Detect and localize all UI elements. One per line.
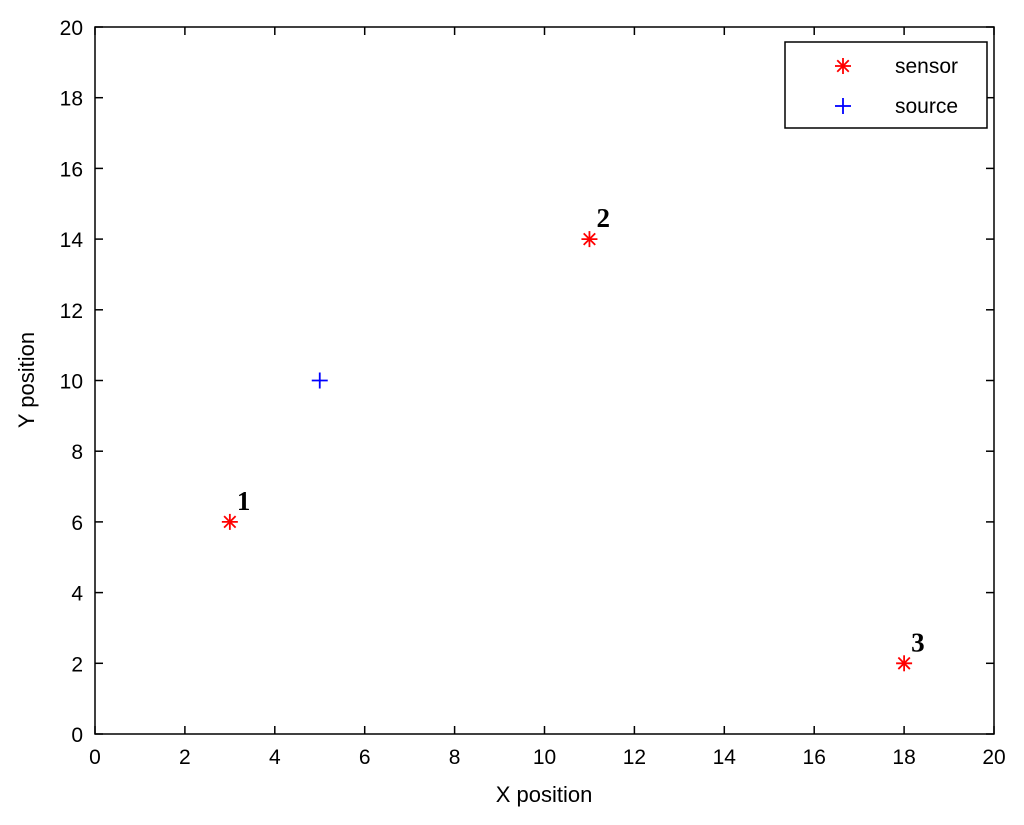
x-tick-label: 14 <box>713 746 737 769</box>
y-tick-10: 20 <box>60 17 994 40</box>
y-tick-label: 0 <box>71 724 83 747</box>
legend: sensor source <box>784 41 988 129</box>
legend-marker-source <box>835 98 851 114</box>
legend-marker-sensor <box>835 58 851 74</box>
y-tick-label: 8 <box>71 441 83 464</box>
source-point-1 <box>311 372 328 389</box>
x-tick-label: 12 <box>623 746 646 769</box>
y-tick-label: 4 <box>71 583 83 606</box>
legend-entry-source: source <box>835 95 958 118</box>
y-tick-4: 8 <box>71 441 994 464</box>
x-tick-3: 6 <box>359 27 371 769</box>
plot-area <box>94 26 995 735</box>
y-tick-label: 18 <box>60 88 83 111</box>
y-tick-1: 2 <box>71 653 994 676</box>
x-tick-label: 0 <box>89 746 101 769</box>
y-tick-6: 12 <box>60 300 994 323</box>
x-tick-label: 4 <box>269 746 281 769</box>
point-label-1: 1 <box>237 486 251 516</box>
x-tick-6: 12 <box>623 27 646 769</box>
x-tick-label: 16 <box>803 746 826 769</box>
y-tick-label: 14 <box>60 229 84 252</box>
x-tick-label: 8 <box>449 746 461 769</box>
legend-entry-sensor: sensor <box>835 55 958 78</box>
x-tick-7: 14 <box>713 27 737 769</box>
x-tick-label: 2 <box>179 746 191 769</box>
legend-label-sensor: sensor <box>895 55 958 78</box>
x-tick-label: 10 <box>533 746 556 769</box>
y-tick-label: 10 <box>60 371 83 394</box>
x-tick-4: 8 <box>449 27 461 769</box>
x-axis: 0 2 4 6 8 10 12 14 16 18 20 <box>89 27 1006 769</box>
y-tick-3: 6 <box>71 512 994 535</box>
x-tick-9: 18 <box>892 27 916 769</box>
legend-label-source: source <box>895 95 958 118</box>
y-tick-7: 14 <box>60 229 994 252</box>
sensor-point-2 <box>581 231 598 248</box>
x-tick-1: 2 <box>179 27 191 769</box>
x-tick-8: 16 <box>803 27 826 769</box>
point-label-3: 3 <box>911 627 925 657</box>
x-tick-5: 10 <box>533 27 556 769</box>
y-tick-5: 10 <box>60 371 994 394</box>
y-tick-label: 2 <box>71 653 83 676</box>
point-label-2: 2 <box>596 203 610 233</box>
x-tick-0: 0 <box>89 27 101 769</box>
x-axis-label: X position <box>496 782 593 807</box>
y-tick-label: 20 <box>60 17 83 40</box>
data-points <box>221 231 913 672</box>
sensor-point-3 <box>896 655 913 672</box>
y-tick-0: 0 <box>71 724 994 747</box>
point-annotations: 1 2 3 <box>237 203 925 657</box>
x-tick-label: 18 <box>892 746 915 769</box>
x-tick-label: 20 <box>982 746 1005 769</box>
x-tick-label: 6 <box>359 746 371 769</box>
y-tick-label: 16 <box>60 158 83 181</box>
legend-box <box>784 41 988 129</box>
x-tick-2: 4 <box>269 27 281 769</box>
y-tick-2: 4 <box>71 583 994 606</box>
y-axis-label: Y position <box>14 332 39 428</box>
y-tick-label: 6 <box>71 512 83 535</box>
y-tick-label: 12 <box>60 300 83 323</box>
x-tick-10: 20 <box>982 27 1006 769</box>
y-tick-8: 16 <box>60 158 994 181</box>
sensor-point-1 <box>221 513 238 530</box>
